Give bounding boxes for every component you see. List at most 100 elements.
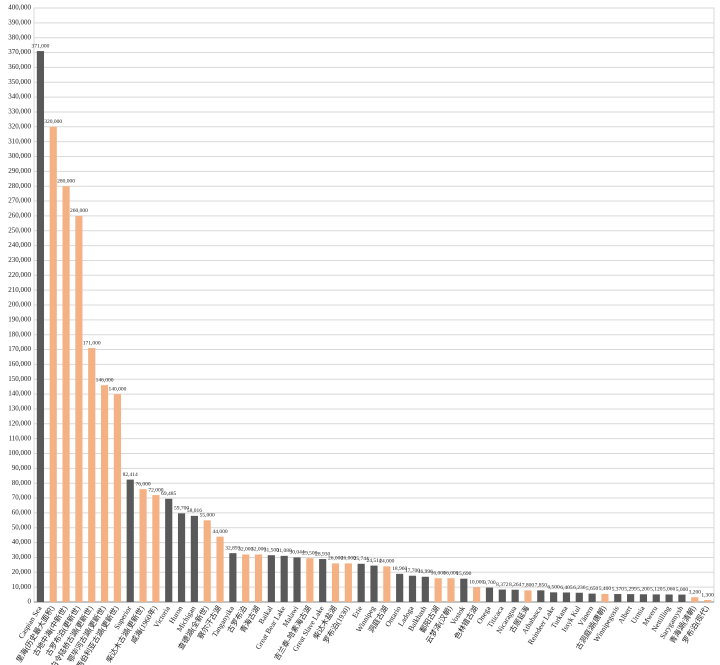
value-label: 16,000 [431,571,446,577]
y-tick-label: 40,000 [12,538,32,546]
value-label: 32,000 [238,547,253,553]
value-label: 5,650 [586,586,599,592]
y-tick-label: 20,000 [12,568,32,576]
y-tick-label: 240,000 [8,241,31,249]
y-tick-label: 350,000 [8,78,31,86]
value-label: 260,000 [70,208,88,214]
bar [306,558,314,602]
bar [139,489,147,602]
bar [229,553,237,602]
bar [331,563,340,602]
value-label: 82,414 [123,472,138,478]
value-label: 5,120 [650,587,663,593]
value-label: 76,000 [135,481,150,487]
bar [447,578,455,602]
y-tick-label: 250,000 [8,226,31,234]
value-label: 29,500 [302,550,317,556]
value-label: 55,000 [200,513,215,519]
value-label: 6,236 [573,585,586,591]
value-label: 7,800 [522,583,535,589]
y-tick-label: 110,000 [9,434,32,442]
bar [216,536,224,602]
value-label: 24,514 [366,558,381,564]
value-label: 371,000 [31,43,49,49]
bar [537,590,545,602]
bar [588,593,596,602]
bar [280,555,288,602]
bar [88,348,96,602]
y-tick-label: 270,000 [8,197,31,205]
bar [396,573,404,602]
value-label: 31,080 [277,548,292,554]
bar [639,594,648,602]
value-label: 16,000 [443,571,458,577]
value-label: 171,000 [83,340,101,346]
y-tick-label: 330,000 [8,108,31,116]
value-label: 17,700 [405,568,420,574]
value-label: 32,893 [225,545,240,551]
value-label: 32,000 [251,547,266,553]
y-tick-label: 50,000 [12,523,32,531]
bar [165,498,173,602]
y-tick-label: 200,000 [8,301,31,309]
bar [370,565,378,602]
bar [652,594,660,602]
bar [152,495,160,602]
value-label: 26,000 [341,556,356,562]
y-tick-label: 170,000 [8,345,31,353]
y-tick-label: 220,000 [8,271,31,279]
value-label: 8,264 [509,582,522,588]
bar [665,594,673,602]
y-tick-label: 150,000 [8,375,31,383]
bar [614,594,622,602]
value-label: 59,700 [174,506,189,512]
y-tick-label: 320,000 [8,122,31,130]
bar [100,385,109,602]
bar [485,587,494,602]
bar [524,590,532,602]
bar [434,578,442,602]
value-label: 10,000 [469,579,484,585]
y-tick-label: 340,000 [8,93,31,101]
value-label: 72,000 [148,487,163,493]
value-label: 5,200 [637,587,650,593]
value-label: 58,016 [187,508,202,514]
y-tick-label: 380,000 [8,33,31,41]
bar [177,513,186,602]
bar [383,566,391,602]
y-tick-label: 130,000 [8,405,31,413]
y-tick-label: 290,000 [8,167,31,175]
bar [36,51,45,602]
bar [293,557,301,602]
bar [344,563,352,602]
bar [678,594,686,602]
y-tick-label: 0 [28,598,32,606]
y-tick-label: 210,000 [8,286,31,294]
bar [460,578,468,602]
bar [627,594,635,602]
bar [703,600,712,602]
value-label: 5,370 [612,586,625,592]
value-label: 24,000 [379,559,394,565]
value-label: 140,000 [108,386,126,392]
bar [62,186,70,602]
value-label: 6,405 [560,585,573,591]
y-tick-label: 90,000 [12,464,32,472]
bar [203,520,211,602]
bar [267,555,275,602]
y-tick-label: 30,000 [12,553,32,561]
value-label: 16,996 [418,569,433,575]
value-label: 146,000 [96,377,114,383]
value-label: 5,299 [624,586,637,592]
value-label: 6,500 [547,585,560,591]
value-label: 31,500 [264,547,279,553]
value-label: 5,000 [676,587,689,593]
bar [49,126,57,603]
y-tick-label: 180,000 [8,330,31,338]
y-tick-label: 140,000 [8,390,31,398]
value-label: 3,200 [689,590,702,596]
y-tick-label: 230,000 [8,256,31,264]
y-tick-label: 390,000 [8,18,31,26]
value-label: 320,000 [44,119,62,125]
y-tick-label: 120,000 [8,419,31,427]
